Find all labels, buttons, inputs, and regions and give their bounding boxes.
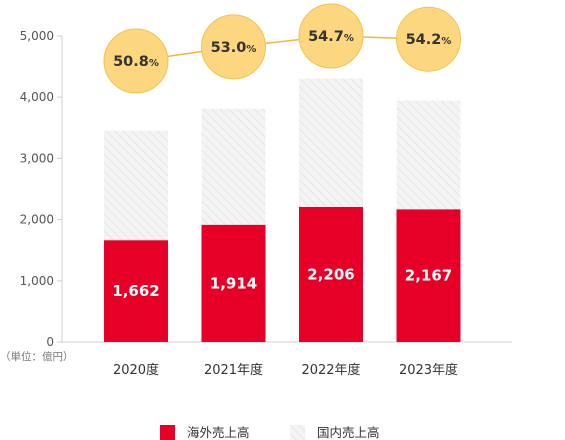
- ratio-line: [135, 35, 429, 62]
- x-category-label: 2020度: [113, 362, 159, 378]
- bar-value-label: 1,662: [112, 282, 159, 300]
- bar-overseas: [396, 209, 461, 342]
- y-tick-label: 0: [46, 335, 54, 349]
- y-tick-label: 3,000: [20, 151, 54, 165]
- ratio-value-label: 53.0%: [211, 40, 257, 56]
- y-tick-label: 1,000: [20, 274, 54, 288]
- ratio-bubble: [396, 6, 461, 72]
- bar-value-label: 2,167: [405, 267, 452, 285]
- bar-domestic: [396, 100, 461, 210]
- legend-swatch-domestic: [290, 425, 305, 440]
- x-category-label: 2023年度: [399, 362, 458, 378]
- ratio-value-label: 54.7%: [308, 29, 354, 45]
- bar-overseas: [201, 224, 266, 342]
- x-category-label: 2021年度: [204, 362, 263, 378]
- ratio-value-label: 54.2%: [406, 32, 452, 48]
- ratio-bubble: [103, 28, 169, 94]
- unit-label: （単位：億円）: [0, 350, 74, 363]
- bar-overseas: [104, 240, 168, 342]
- x-category-label: 2022年度: [301, 362, 360, 378]
- bars: 1,662 2020度 1,914 2021年度 2,206 2022年度 2,167 202…: [104, 78, 461, 378]
- bar-value-label: 2,206: [307, 265, 354, 283]
- y-tick-label: 5,000: [20, 29, 54, 43]
- y-tick-label: 4,000: [20, 90, 54, 104]
- legend-swatch-overseas: [160, 425, 175, 440]
- bar-overseas: [299, 206, 363, 342]
- legend-label-overseas: 海外売上高: [187, 425, 250, 440]
- bar-domestic: [104, 130, 168, 241]
- axes: 0 1,000 2,000 3,000 4,000 5,000 （単位：億円）: [0, 29, 512, 363]
- ratio-series: 50.8% 53.0% 54.7% 54.2%: [103, 3, 461, 94]
- ratio-bubble: [201, 14, 266, 80]
- bar-value-label: 1,914: [210, 274, 257, 292]
- ratio-value-label: 50.8%: [113, 54, 159, 70]
- y-tick-label: 2,000: [20, 213, 54, 227]
- ratio-bubble: [298, 3, 364, 69]
- legend: 海外売上高 国内売上高: [160, 425, 380, 440]
- bar-domestic: [299, 78, 363, 207]
- legend-label-domestic: 国内売上高: [317, 425, 380, 440]
- bar-domestic: [201, 108, 266, 225]
